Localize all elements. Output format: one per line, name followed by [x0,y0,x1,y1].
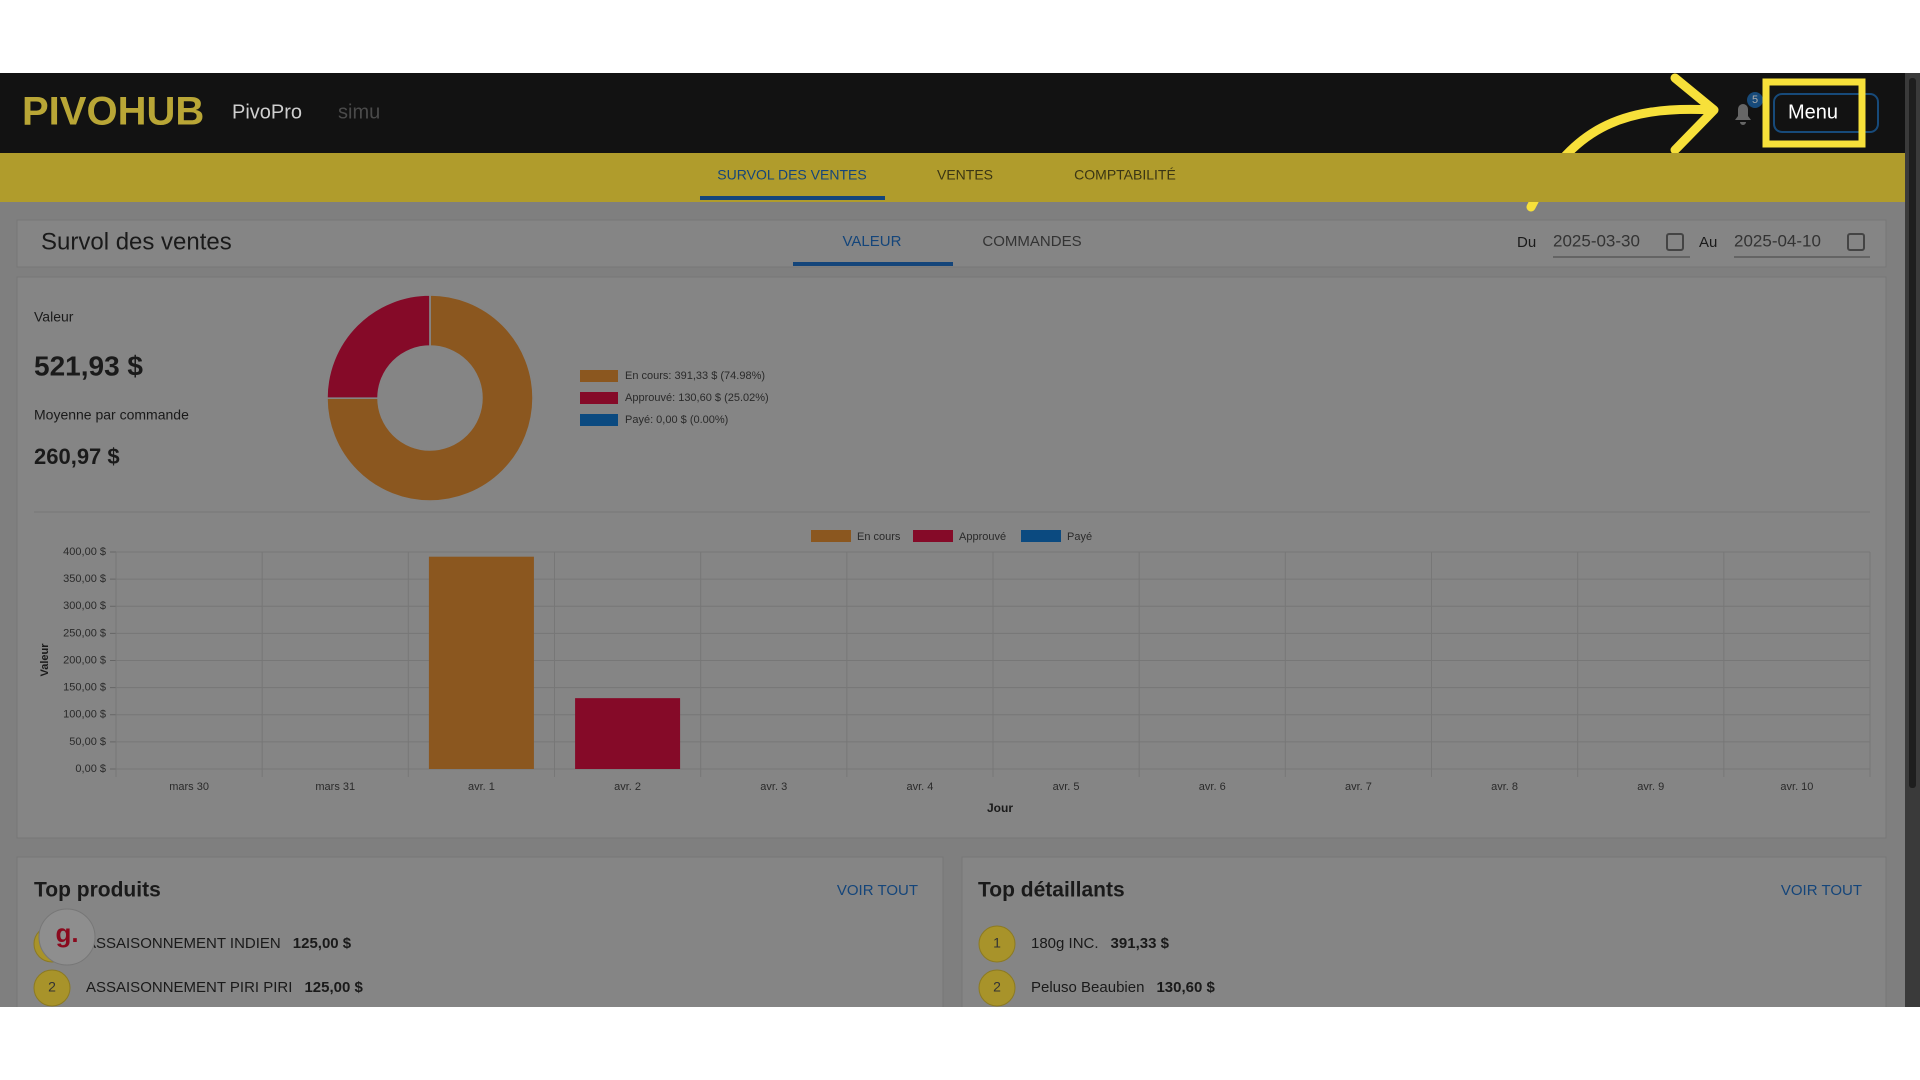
title-card [16,219,1887,268]
subtab[interactable]: COMMANDES [982,233,1081,250]
x-axis-label: Jour [987,801,1013,815]
bottom-margin [0,1007,1920,1080]
retailers-card [961,856,1887,1018]
legend-swatch [913,530,953,542]
y-tick-label: 0,00 $ [75,763,106,775]
rank: 2 [48,979,56,995]
legend-label: Payé: 0,00 $ (0.00%) [625,414,728,426]
x-tick-label: mars 30 [169,781,209,793]
item-value: 125,00 $ [293,935,352,952]
x-tick-label: avr. 1 [468,781,495,793]
to-label: Au [1699,234,1717,251]
arrow-head [1670,73,1719,155]
list-item: 180g INC. 391,33 $ [1031,935,1170,952]
calendar-icon[interactable] [1666,233,1684,251]
y-tick-label: 300,00 $ [63,600,106,612]
avg-label: Moyenne par commande [34,407,189,423]
app-name: PivoPro [232,101,302,123]
x-tick-label: avr. 5 [1053,781,1080,793]
page-title: Survol des ventes [41,228,232,255]
legend-swatch [580,414,618,426]
item-name: ASSAISONNEMENT INDIEN [86,935,281,952]
menu-label[interactable]: Menu [1788,101,1838,123]
item-name: Peluso Beaubien [1031,979,1144,996]
x-tick-label: avr. 4 [906,781,933,793]
item-value: 391,33 $ [1111,935,1170,952]
legend-swatch [1021,530,1061,542]
bell-icon[interactable] [1735,104,1751,125]
legend-swatch [580,392,618,404]
pie-slice [326,294,431,399]
rank-badge [978,925,1016,963]
y-axis-label: Valeur [39,643,51,677]
y-tick-label: 250,00 $ [63,627,106,639]
highlight-box [1762,78,1866,148]
see-all[interactable]: VOIR TOUT [837,882,918,899]
pie-slice [326,294,534,502]
help-widget [38,908,96,966]
help-widget-label: g. [55,918,78,948]
y-tick-label: 200,00 $ [63,654,106,666]
y-tick-label: 400,00 $ [63,546,106,558]
tab[interactable]: VENTES [937,167,993,183]
y-tick-label: 50,00 $ [69,736,106,748]
menu-button[interactable] [1773,93,1879,133]
x-tick-label: avr. 9 [1637,781,1664,793]
scroll-thumb [1909,78,1916,788]
bar [428,556,534,769]
list-item: ASSAISONNEMENT PIRI PIRI 125,00 $ [86,979,363,996]
x-tick-label: avr. 8 [1491,781,1518,793]
chart-card [16,276,1887,839]
legend-label: Approuvé [959,531,1006,543]
rank: 1 [993,935,1001,951]
subtab[interactable]: VALEUR [843,233,902,250]
legend-swatch [811,530,851,542]
x-tick-label: mars 31 [315,781,355,793]
badge-count: 5 [1752,94,1758,106]
see-all[interactable]: VOIR TOUT [1781,882,1862,899]
rank-badge [978,969,1016,1007]
tab-underline [700,196,885,200]
badge [1747,92,1763,108]
item-value: 125,00 $ [304,979,363,996]
to-date[interactable]: 2025-04-10 [1734,231,1821,250]
logo[interactable]: PIVOHUB [22,90,204,134]
tab[interactable]: SURVOL DES VENTES [717,167,866,183]
y-tick-label: 150,00 $ [63,682,106,694]
rank-badge [33,969,71,1007]
y-tick-label: 100,00 $ [63,709,106,721]
item-name: ASSAISONNEMENT PIRI PIRI [86,979,292,996]
item-name: 180g INC. [1031,935,1099,952]
x-tick-label: avr. 10 [1780,781,1813,793]
env-name: simu [338,101,380,123]
legend-label: En cours [857,531,901,543]
products-card [16,856,944,1018]
from-date[interactable]: 2025-03-30 [1553,231,1640,250]
y-tick-label: 350,00 $ [63,573,106,585]
avg: 260,97 $ [34,444,120,469]
x-tick-label: avr. 6 [1199,781,1226,793]
value-label: Valeur [34,309,74,325]
value: 521,93 $ [34,350,143,381]
rank: 2 [993,979,1001,995]
legend-label: En cours: 391,33 $ (74.98%) [625,370,765,382]
item-value: 130,60 $ [1156,979,1215,996]
bar [575,698,681,769]
tab[interactable]: COMPTABILITÉ [1074,167,1176,183]
card-title: Top détaillants [978,879,1125,902]
legend-label: Approuvé: 130,60 $ (25.02%) [625,392,769,404]
list-item: ASSAISONNEMENT INDIEN 125,00 $ [86,935,352,952]
tab-bar [0,153,1905,202]
subtab-underline [793,262,953,266]
card-title: Top produits [34,879,161,902]
x-tick-label: avr. 2 [614,781,641,793]
legend-label: Payé [1067,531,1092,543]
list-item: Peluso Beaubien 130,60 $ [1031,979,1215,996]
from-label: Du [1517,234,1536,251]
legend-swatch [580,370,618,382]
x-tick-label: avr. 3 [760,781,787,793]
calendar-icon[interactable] [1847,233,1865,251]
x-tick-label: avr. 7 [1345,781,1372,793]
